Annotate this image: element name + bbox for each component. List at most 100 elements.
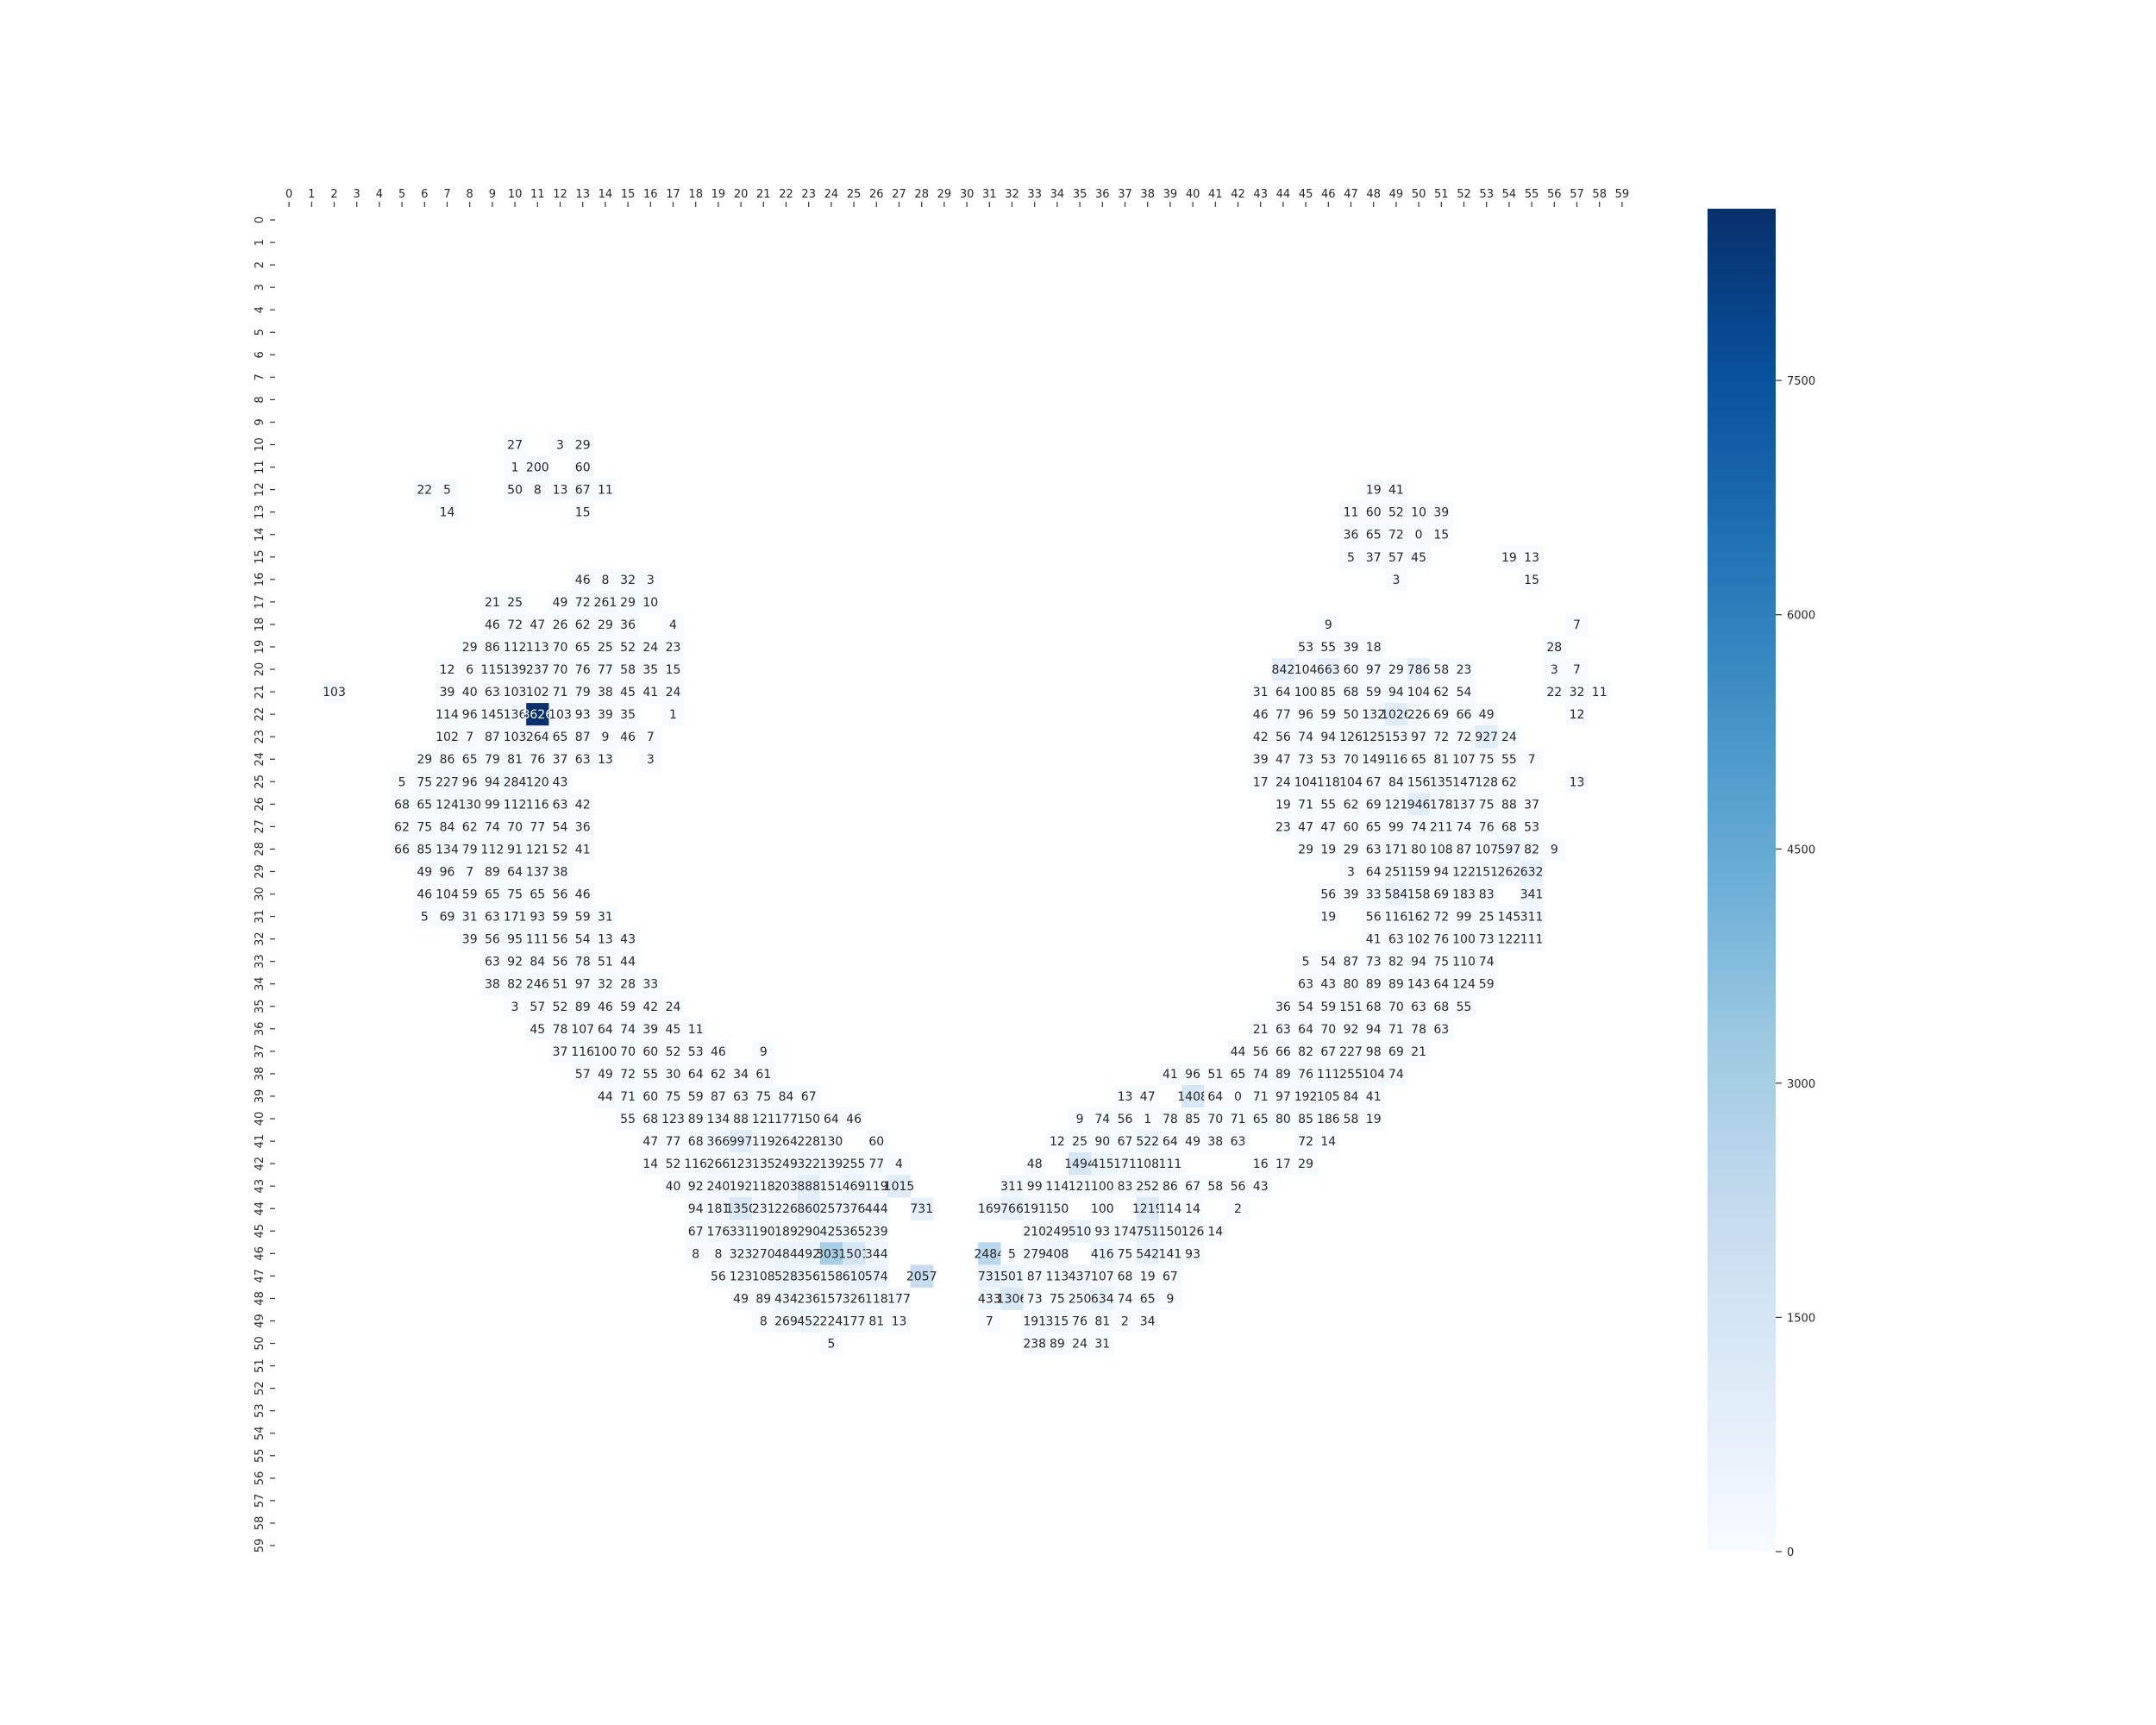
cell-value-label: 37: [1524, 798, 1539, 812]
cell-value-label: 73: [1479, 933, 1495, 947]
cell-value-label: 46: [575, 888, 591, 902]
cell-value-label: 65: [1231, 1068, 1246, 1082]
heatmap-cell: [1339, 860, 1363, 883]
y-tick-label: 58: [254, 1516, 266, 1531]
heatmap-cell: [1520, 748, 1544, 771]
cell-value-label: 21: [1411, 1045, 1426, 1059]
cell-value-label: 255: [1339, 1068, 1363, 1082]
cell-value-label: 1026: [1381, 708, 1412, 722]
heatmap-cell: [617, 1062, 640, 1086]
heatmap-cell: [504, 882, 527, 906]
cell-value-label: 751: [1136, 1225, 1159, 1239]
cell-value-label: 7: [1573, 618, 1581, 632]
heatmap-cell: [1520, 815, 1544, 838]
cell-value-label: 92: [1344, 1023, 1359, 1037]
cell-value-label: 322: [797, 1157, 820, 1171]
heatmap-cell: [730, 1287, 753, 1310]
cell-value-label: 72: [1388, 529, 1404, 543]
cell-value-label: 240: [707, 1180, 730, 1194]
cell-value-label: 7: [466, 865, 473, 879]
cell-value-label: 77: [1275, 708, 1291, 722]
y-tick-label: 35: [254, 1000, 266, 1014]
cell-value-label: 87: [1344, 956, 1359, 969]
heatmap-cell: [1181, 1175, 1205, 1198]
cell-value-label: 39: [1344, 641, 1359, 655]
heatmap-cell: [1023, 1309, 1047, 1333]
cell-value-label: 416: [1091, 1247, 1114, 1261]
cell-value-label: 7: [1528, 753, 1536, 767]
x-tick-label: 18: [688, 188, 703, 201]
heatmap-cell: [1475, 972, 1499, 996]
heatmap-cell: [865, 1130, 888, 1153]
x-tick-label: 1: [308, 188, 315, 201]
cell-value-label: 5: [1302, 956, 1310, 969]
cell-value-label: 72: [575, 596, 591, 610]
cell-value-label: 46: [711, 1045, 726, 1059]
x-tick-label: 17: [666, 188, 680, 201]
cell-value-label: 3: [1392, 574, 1400, 587]
cell-value-label: 96: [462, 708, 478, 722]
cell-value-label: 139: [504, 663, 527, 677]
heatmap-cell: [1136, 1309, 1160, 1333]
x-tick-label: 35: [1073, 188, 1087, 201]
heatmap-cell: [730, 1107, 753, 1131]
cell-value-label: 56: [553, 956, 568, 969]
heatmap-cell: [752, 1039, 775, 1063]
cell-value-label: 93: [530, 911, 545, 925]
heatmap-cell: [1384, 1062, 1408, 1086]
heatmap-cell: [1407, 703, 1431, 726]
cell-value-label: 105: [1317, 1090, 1340, 1104]
heatmap-cell: [593, 478, 617, 502]
heatmap-cell: [1520, 927, 1544, 951]
cell-value-label: 104: [1294, 775, 1318, 789]
cell-value-label: 41: [1388, 484, 1404, 498]
heatmap-cell: [1317, 1062, 1340, 1086]
heatmap-cell: [1520, 545, 1544, 569]
cell-value-label: 88: [733, 1113, 749, 1126]
cell-value-label: 71: [1231, 1113, 1246, 1126]
heatmap-cell: [526, 837, 549, 861]
y-tick-label: 4: [254, 306, 266, 313]
heatmap-cell: [1339, 882, 1363, 906]
y-tick-label: 23: [254, 730, 266, 744]
cell-value-label: 31: [1094, 1338, 1110, 1352]
cell-value-label: 82: [1298, 1045, 1313, 1059]
cell-value-label: 37: [1366, 551, 1382, 565]
heatmap-cell: [458, 905, 482, 929]
cell-value-label: 72: [1433, 731, 1449, 744]
heatmap-cell: [1113, 1130, 1138, 1153]
cell-value-label: 85: [1298, 1113, 1313, 1126]
heatmap-cell: [661, 1062, 686, 1086]
cell-value-label: 130: [820, 1135, 843, 1149]
heatmap-cell: [1317, 770, 1340, 794]
cell-value-label: 141: [1159, 1247, 1182, 1261]
cell-value-label: 13: [1118, 1090, 1133, 1104]
heatmap-cell: [706, 1220, 730, 1243]
heatmap-cell: [1317, 635, 1340, 659]
heatmap-cell: [1113, 1220, 1138, 1243]
cell-value-label: 91: [507, 843, 523, 856]
cell-value-label: 96: [1185, 1068, 1200, 1082]
heatmap-cell: [1226, 1130, 1250, 1153]
cell-value-label: 137: [526, 865, 549, 879]
heatmap-cell: [458, 658, 482, 681]
heatmap-cell: [865, 1197, 888, 1220]
heatmap-cell: [571, 1062, 595, 1086]
heatmap-cell: [436, 882, 460, 906]
x-tick-label: 26: [869, 188, 884, 201]
cell-value-label: 19: [1501, 551, 1517, 565]
heatmap-cell: [593, 1084, 617, 1108]
heatmap-cell: [548, 590, 573, 614]
cell-value-label: 97: [575, 978, 591, 992]
cell-value-label: 74: [1094, 1113, 1110, 1126]
heatmap-cell: [1384, 681, 1408, 704]
heatmap-cell: [865, 1309, 888, 1333]
heatmap-cell: [1069, 1220, 1092, 1243]
cell-value-label: 574: [865, 1270, 888, 1283]
heatmap-cell: [661, 1130, 686, 1153]
cell-value-label: 46: [417, 888, 432, 902]
cell-value-label: 65: [417, 798, 432, 812]
heatmap-cell: [1497, 905, 1521, 929]
heatmap-cell: [1158, 1062, 1182, 1086]
heatmap-cell: [1091, 1152, 1114, 1176]
